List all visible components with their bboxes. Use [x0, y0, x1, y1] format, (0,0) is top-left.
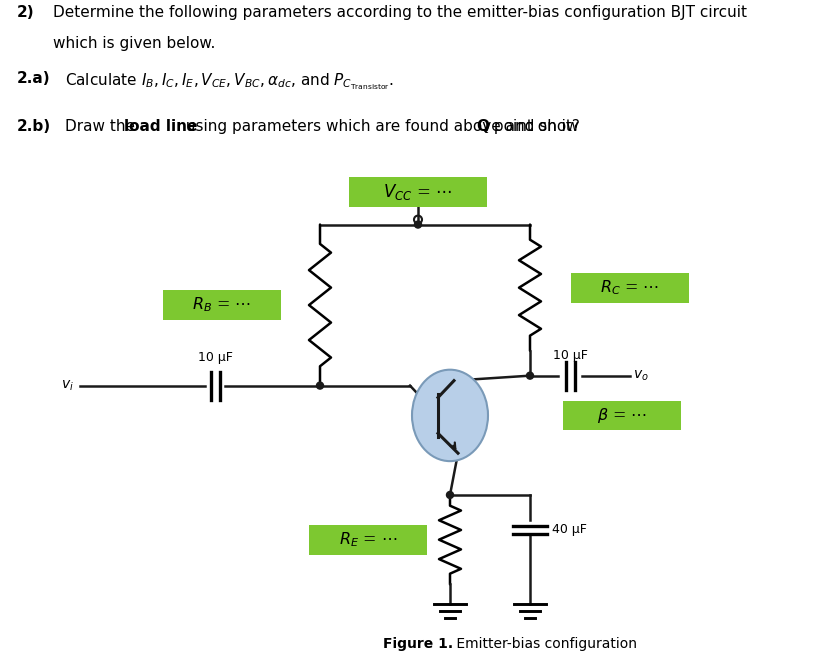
Circle shape — [415, 221, 421, 228]
Text: 40 μF: 40 μF — [552, 523, 587, 536]
Text: Draw the: Draw the — [65, 119, 140, 134]
Text: Determine the following parameters according to the emitter-bias configuration B: Determine the following parameters accor… — [54, 5, 747, 20]
Text: $R_B$ = $\cdots$: $R_B$ = $\cdots$ — [192, 296, 252, 315]
Text: $R_E$ = $\cdots$: $R_E$ = $\cdots$ — [339, 530, 397, 549]
Circle shape — [446, 491, 453, 498]
Text: which is given below.: which is given below. — [54, 36, 216, 51]
Text: 10 μF: 10 μF — [197, 351, 232, 364]
FancyBboxPatch shape — [571, 273, 689, 303]
Text: point on it?: point on it? — [490, 119, 580, 134]
Text: $v_o$: $v_o$ — [633, 368, 649, 383]
Text: 2): 2) — [17, 5, 34, 20]
Circle shape — [527, 372, 533, 379]
Text: 2.a): 2.a) — [17, 71, 50, 86]
Text: Figure 1.: Figure 1. — [383, 637, 453, 651]
Text: using parameters which are found above and show: using parameters which are found above a… — [181, 119, 584, 134]
FancyBboxPatch shape — [309, 525, 427, 555]
Text: 2.b): 2.b) — [17, 119, 51, 134]
Text: Emitter-bias configuration: Emitter-bias configuration — [452, 637, 637, 651]
FancyBboxPatch shape — [163, 290, 281, 320]
FancyBboxPatch shape — [563, 400, 681, 430]
Text: load line: load line — [124, 119, 197, 134]
FancyBboxPatch shape — [349, 177, 487, 207]
Text: $\beta$ = $\cdots$: $\beta$ = $\cdots$ — [597, 406, 647, 425]
Text: Q: Q — [477, 119, 490, 134]
Text: $v_i$: $v_i$ — [61, 379, 74, 393]
Circle shape — [317, 382, 324, 389]
Text: $R_C$ = $\cdots$: $R_C$ = $\cdots$ — [600, 279, 660, 297]
Text: Calculate $I_B, I_C, I_E, V_{CE}, V_{BC}, \alpha_{dc}$, and $P_{C_{\mathrm{Trans: Calculate $I_B, I_C, I_E, V_{CE}, V_{BC}… — [65, 71, 394, 92]
Ellipse shape — [412, 370, 488, 461]
Text: $V_{CC}$ = $\cdots$: $V_{CC}$ = $\cdots$ — [384, 182, 452, 201]
Text: 10 μF: 10 μF — [553, 349, 588, 362]
